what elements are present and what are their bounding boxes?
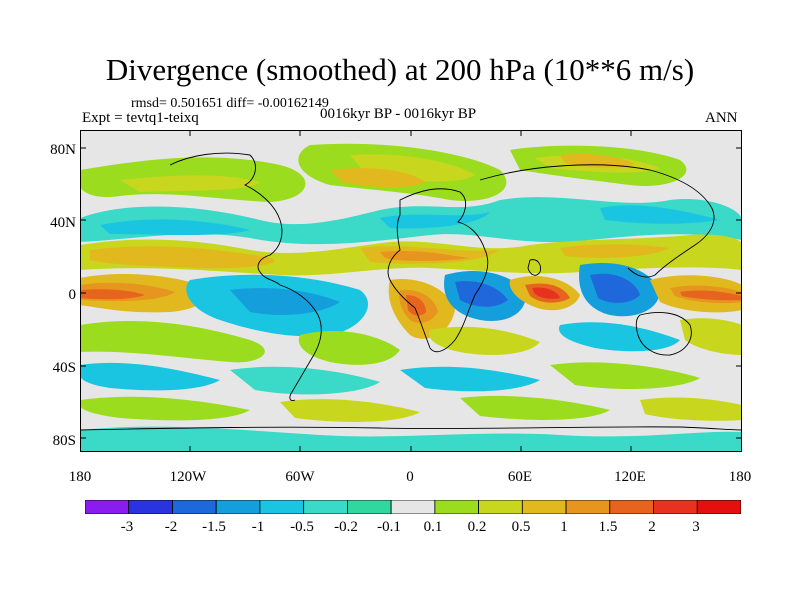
colorbar-swatch (390, 500, 436, 514)
colorbar-label: -0.2 (334, 519, 358, 535)
divergence-map (80, 130, 742, 452)
colorbar-swatch (346, 500, 392, 514)
colorbar-label: 0.5 (511, 519, 531, 535)
colorbar-label: -2 (164, 519, 178, 535)
lon-label-120e: 120E (614, 469, 646, 485)
colorbar-swatch (85, 500, 130, 514)
lon-label-180w: 180 (68, 469, 92, 485)
colorbar-label: -1.5 (202, 519, 226, 535)
colorbar-swatch (565, 500, 611, 514)
colorbar-swatch (696, 500, 741, 514)
lat-label-40s: 40S (52, 360, 76, 376)
divergence-field (80, 143, 742, 452)
experiment-label: Expt = tevtq1-teixq (82, 110, 199, 126)
antarctica-outline (80, 426, 742, 431)
colorbar-swatch (478, 500, 523, 514)
colorbar-swatch (303, 500, 348, 514)
colorbar-label: -0.5 (290, 519, 314, 535)
india-outline (527, 259, 541, 276)
season-label: ANN (705, 110, 738, 126)
stats-text: rmsd= 0.501651 diff= -0.00162149 (131, 96, 329, 111)
lon-label-180e: 180 (728, 469, 752, 485)
africa-europe-outline (387, 188, 489, 353)
lon-label-60e: 60E (507, 469, 533, 485)
north-america-outline (169, 152, 283, 286)
lat-label-80n: 80N (50, 142, 76, 158)
period-label: 0016kyr BP - 0016kyr BP (320, 106, 477, 122)
colorbar-label: -0.1 (377, 519, 401, 535)
lon-label-120w: 120W (169, 469, 207, 485)
map-title: Divergence (smoothed) at 200 hPa (10**6 … (105, 52, 695, 87)
colorbar-label: -3 (120, 519, 134, 535)
colorbar-label: 0.1 (423, 519, 443, 535)
colorbar-swatch (434, 500, 479, 514)
colorbar-swatch (128, 500, 173, 514)
lon-label-0: 0 (406, 469, 414, 485)
colorbar-swatch (172, 500, 217, 514)
lat-label-40n: 40N (50, 215, 76, 231)
colorbar-swatch (215, 500, 261, 514)
colorbar-swatch (653, 500, 698, 514)
south-america-outline (279, 284, 322, 401)
lat-label-eq: 0 (68, 287, 77, 303)
colorbar-label: 3 (692, 519, 700, 535)
coastlines (80, 152, 742, 431)
colorbar (85, 500, 741, 514)
colorbar-label: 2 (648, 519, 656, 535)
australia-outline (635, 312, 692, 356)
colorbar-label: 0.2 (467, 519, 487, 535)
asia-outline (479, 164, 715, 278)
lat-label-80s: 80S (52, 433, 76, 449)
colorbar-swatch (521, 500, 567, 514)
map-ticks (80, 130, 742, 452)
colorbar-label: 1.5 (598, 519, 618, 535)
colorbar-label: -1 (251, 519, 265, 535)
colorbar-swatch (609, 500, 654, 514)
lon-label-60w: 60W (285, 469, 315, 485)
colorbar-label: 1 (560, 519, 568, 535)
colorbar-swatch (259, 500, 305, 514)
